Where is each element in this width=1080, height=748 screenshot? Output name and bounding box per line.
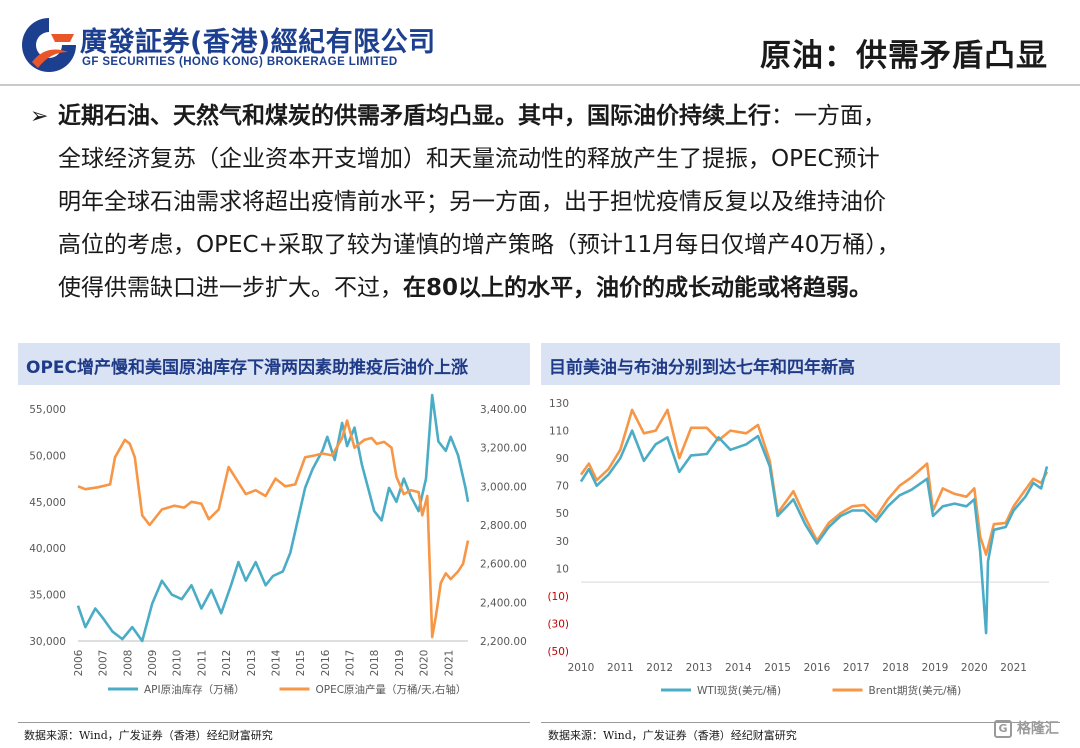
y2-tick-label: 3,200.00 [480,443,527,455]
y-tick-label: 50,000 [29,450,66,462]
y-tick-label: 30 [556,536,569,548]
paragraph-lines: 近期石油、天然气和煤炭的供需矛盾均凸显。其中，国际油价持续上行：一方面， 全球经… [58,95,1058,310]
series-line [76,393,470,643]
x-tick-label: 2020 [961,662,988,674]
left-line-chart: 30,000 35,000 40,000 45,000 50,000 55,000 2,20… [29,393,527,696]
y2-tick-label: 2,600.00 [480,559,527,571]
x-tick-label: 2013 [246,650,258,677]
left-source-divider [18,722,530,723]
left-chart-panel: OPEC增产慢和美国原油库存下滑两因素助推疫后油价上涨 30,000 35,000… [18,343,530,721]
logo-chinese-name: 廣發証券(香港)經紀有限公司 [80,27,436,58]
paragraph-line-1: 近期石油、天然气和煤炭的供需矛盾均凸显。其中，国际油价持续上行：一方面， [58,95,1058,138]
paragraph-line-2: 全球经济复苏（企业资本开支增加）和天量流动性的释放产生了提振，OPEC预计 [58,146,880,172]
y-tick-label: 45,000 [29,497,66,509]
bullet-arrow-icon: ➢ [30,104,49,129]
right-chart-header: 目前美油与布油分别到达七年和四年新高 [541,343,1060,385]
line1-normal-text: ：一方面， [771,103,886,129]
line5-bold-text: 在80以上的水平，油价的成长动能或将趋弱。 [403,275,873,301]
x-tick-label: 2021 [1000,662,1027,674]
y2-tick-label: 3,000.00 [480,481,527,493]
x-tick-label: 2015 [295,650,307,677]
x-tick-label: 2007 [98,650,110,677]
y-tick-label: (10) [547,591,569,603]
y-tick-label: 55,000 [29,404,66,416]
paragraph-line-3: 明年全球石油需求将超出疫情前水平；另一方面，出于担忧疫情反复以及维持油价 [58,189,886,215]
x-tick-label: 2018 [369,650,381,677]
y-tick-label: 30,000 [29,636,66,648]
x-tick-label: 2019 [394,650,406,677]
x-tick-label: 2010 [568,662,595,674]
paragraph-line-5: 使得供需缺口进一步扩大。不过，在80以上的水平，油价的成长动能或将趋弱。 [58,267,1058,310]
x-tick-label: 2014 [270,649,282,676]
x-tick-label: 2014 [725,662,752,674]
y-tick-label: (30) [547,618,569,630]
x-tick-label: 2012 [646,662,673,674]
right-chart-title: 目前美油与布油分别到达七年和四年新高 [549,358,855,378]
y2-tick-label: 3,400.00 [480,404,527,416]
right-line-chart: (50) (30) (10) 10 30 50 70 90 110 130 2010 2011 2012… [547,398,1049,697]
x-tick-label: 2021 [443,650,455,677]
x-tick-label: 2017 [843,662,870,674]
y-tick-label: 35,000 [29,590,66,602]
series-line [579,429,1049,635]
x-tick-label: 2016 [320,649,332,676]
y-tick-label: 90 [556,453,569,465]
x-tick-label: 2012 [221,650,233,677]
series-line [579,408,1049,556]
y2-tick-label: 2,400.00 [480,597,527,609]
x-tick-label: 2013 [686,662,713,674]
y2-tick-label: 2,200.00 [480,636,527,648]
line5-normal-text: 使得供需缺口进一步扩大。不过， [58,275,403,301]
paragraph-line-4: 高位的考虑，OPEC+采取了较为谨慎的增产策略（预计11月每日仅增产40万桶）， [58,232,900,258]
x-tick-label: 2008 [122,650,134,677]
x-tick-label: 2010 [172,650,184,677]
y-tick-label: 130 [549,398,569,410]
x-tick-label: 2017 [345,650,357,677]
series-line [77,419,470,639]
watermark-text: 格隆汇 [1016,721,1059,737]
y-tick-label: 110 [549,426,569,438]
legend-label: API原油库存（万桶） [144,683,245,696]
y-tick-label: 10 [556,563,569,575]
line1-bold-text: 近期石油、天然气和煤炭的供需矛盾均凸显。其中，国际油价持续上行 [58,103,771,129]
x-tick-label: 2015 [764,662,791,674]
left-chart-header: OPEC增产慢和美国原油库存下滑两因素助推疫后油价上涨 [18,343,530,385]
company-logo: 廣發証券(香港)經紀有限公司 GF SECURITIES (HONG KONG)… [18,14,435,76]
x-tick-label: 2019 [922,662,949,674]
x-tick-label: 2016 [804,662,831,674]
y-tick-label: 70 [556,481,569,493]
page-title: 原油：供需矛盾凸显 [760,38,1048,74]
y2-tick-label: 2,800.00 [480,520,527,532]
legend-label: WTI现货(美元/桶) [697,684,781,697]
x-tick-label: 2011 [607,662,634,674]
header-divider [0,84,1080,86]
watermark: G 格隆汇 [994,718,1068,742]
y-tick-label: 50 [556,508,569,520]
right-chart-panel: 目前美油与布油分别到达七年和四年新高 (50) (30) (10) 10 30 50 70 9… [541,343,1060,721]
left-chart-source: 数据来源：Wind，广发证券（香港）经纪财富研究 [24,729,273,742]
left-chart-title: OPEC增产慢和美国原油库存下滑两因素助推疫后油价上涨 [26,358,468,378]
legend-label: OPEC原油产量（万桶/天,右轴） [316,683,467,696]
right-source-divider [541,722,1060,723]
x-tick-label: 2009 [147,650,159,677]
legend-label: Brent期货(美元/桶) [869,684,962,697]
y-tick-label: (50) [547,646,569,658]
x-tick-label: 2020 [419,650,431,677]
x-tick-label: 2018 [882,662,909,674]
right-chart-source: 数据来源：Wind，广发证券（香港）经纪财富研究 [548,729,797,742]
x-tick-label: 2006 [73,649,85,676]
x-tick-label: 2011 [196,650,208,677]
watermark-logo-icon: G [994,720,1012,738]
gf-logo-icon [22,18,76,72]
y-tick-label: 40,000 [29,543,66,555]
logo-english-name: GF SECURITIES (HONG KONG) BROKERAGE LIMI… [82,56,398,68]
